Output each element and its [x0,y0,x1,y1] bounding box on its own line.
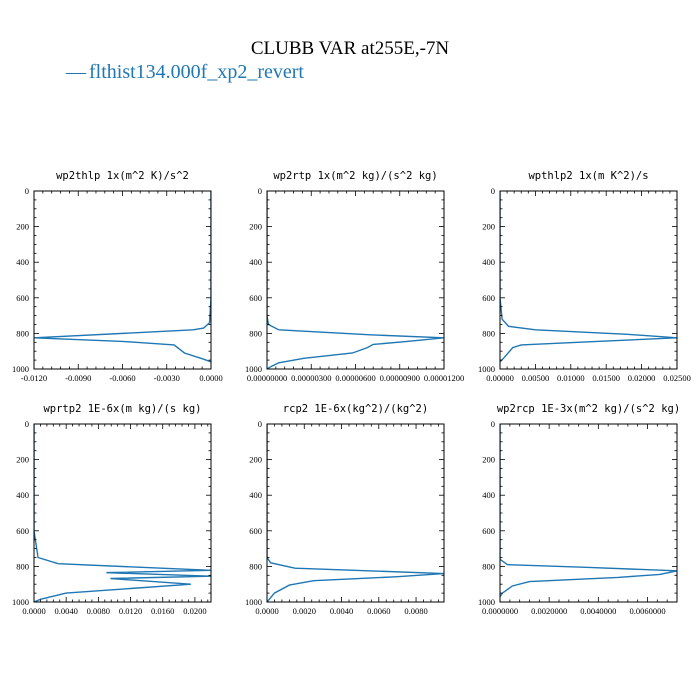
x-tick-label: 0.02500 [663,373,691,383]
x-tick-label: -0.0030 [154,373,180,383]
y-tick-label: 0 [258,419,262,429]
x-tick-label: 0.0040000 [580,606,616,616]
y-tick-label: 600 [482,526,495,536]
x-tick-label: -0.0060 [109,373,135,383]
y-tick-label: 400 [16,257,29,267]
y-tick-label: 200 [482,222,495,232]
x-tick-label: -0.0120 [21,373,47,383]
y-tick-label: 800 [482,328,495,338]
panel-title: rcp2 1E-6x(kg^2)/(kg^2) [283,403,428,415]
y-tick-label: 600 [16,293,29,303]
y-tick-label: 200 [16,455,29,465]
figure-title: CLUBB VAR at255E,-7N [251,38,450,59]
legend-label: flthist134.000f_xp2_revert [89,61,304,83]
panel-title: wp2rtp 1x(m^2 kg)/(s^2 kg) [273,170,437,182]
series-line-1 [267,191,444,369]
y-tick-label: 600 [16,526,29,536]
series-line-1 [267,424,444,602]
y-tick-label: 1000 [245,597,262,607]
x-tick-label: 0.02000 [628,373,656,383]
x-tick-label: 0.0000 [199,373,222,383]
y-tick-label: 400 [482,490,495,500]
y-tick-label: 0 [258,186,262,196]
x-tick-label: 0.0120 [119,606,142,616]
y-tick-label: 600 [482,293,495,303]
y-tick-label: 1000 [12,597,29,607]
panel-6: wp2rcp 1E-3x(m^2 kg)/(s^2 kg)0 200 400 600 8… [478,403,680,616]
y-tick-label: 1000 [478,364,495,374]
x-tick-label: 0.0160 [151,606,174,616]
y-tick-label: 400 [249,257,262,267]
x-tick-label: 0.0020 [293,606,316,616]
y-tick-label: 200 [249,222,262,232]
y-tick-label: 800 [249,328,262,338]
series-line-1 [34,424,211,602]
x-tick-label: 0.0000 [255,606,278,616]
series-line-1 [34,191,211,363]
x-tick-label: 0.0020000 [531,606,567,616]
x-tick-label: 0.0000 [22,606,45,616]
x-tick-label: 0.0200 [183,606,206,616]
x-tick-label: 0.00000 [486,373,514,383]
panel-title: wp2thlp 1x(m^2 K)/s^2 [56,170,189,182]
panel-title: wprtp2 1E-6x(m kg)/(s kg) [43,403,201,415]
y-tick-label: 800 [16,328,29,338]
y-tick-label: 0 [25,186,29,196]
x-tick-label: 0.0080 [404,606,427,616]
x-tick-label: 0.00000600 [335,373,375,383]
x-tick-label: 0.00500 [522,373,550,383]
panel-title: wpthlp2 1x(m K^2)/s [528,170,648,182]
series-line-1 [500,424,677,598]
x-tick-label: 0.00000900 [380,373,420,383]
legend-marker: — [65,61,87,83]
x-tick-label: 0.0000000 [482,606,518,616]
y-tick-label: 800 [482,561,495,571]
panel-1: wp2thlp 1x(m^2 K)/s^202004006008001000-0… [12,170,223,383]
x-tick-label: 0.00000300 [291,373,331,383]
x-tick-label: 0.00001200 [424,373,464,383]
x-tick-label: 0.0040 [54,606,77,616]
x-tick-label: -0.0090 [65,373,91,383]
y-tick-label: 0 [491,419,495,429]
x-tick-label: 0.00000000 [247,373,287,383]
panel-2: wp2rtp 1x(m^2 kg)/(s^2 kg) 0 200 400 600 800 1… [245,170,464,383]
series-line-1 [500,191,677,363]
panel-4: wprtp2 1E-6x(m kg)/(s kg) 0 200 400 600 800 10… [12,403,212,616]
y-tick-label: 200 [482,455,495,465]
y-tick-label: 400 [249,490,262,500]
y-tick-label: 200 [249,455,262,465]
y-tick-label: 0 [491,186,495,196]
y-tick-label: 800 [249,561,262,571]
y-tick-label: 800 [16,561,29,571]
x-tick-label: 0.0080 [87,606,110,616]
y-tick-label: 600 [249,526,262,536]
x-tick-label: 0.0060 [367,606,390,616]
x-tick-label: 0.0060000 [629,606,665,616]
axes-frame [33,190,212,370]
x-tick-label: 0.01500 [592,373,620,383]
y-tick-label: 200 [16,222,29,232]
legend: — flthist134.000f_xp2_revert [65,61,304,83]
y-tick-label: 600 [249,293,262,303]
panel-title: wp2rcp 1E-3x(m^2 kg)/(s^2 kg) [497,403,680,415]
y-tick-label: 0 [25,419,29,429]
x-tick-label: 0.0040 [330,606,353,616]
y-tick-label: 1000 [478,597,495,607]
panel-3: wpthlp2 1x(m K^2)/s020040060080010000.00… [478,170,691,383]
y-tick-label: 1000 [12,364,29,374]
panels: wp2thlp 1x(m^2 K)/s^202004006008001000-0… [12,170,691,616]
x-tick-label: 0.01000 [557,373,585,383]
axes-frame [266,190,445,370]
panel-5: rcp2 1E-6x(kg^2)/(kg^2) 0 200 400 600 800 1000… [245,403,445,616]
y-tick-label: 1000 [245,364,262,374]
y-tick-label: 400 [482,257,495,267]
y-tick-label: 400 [16,490,29,500]
